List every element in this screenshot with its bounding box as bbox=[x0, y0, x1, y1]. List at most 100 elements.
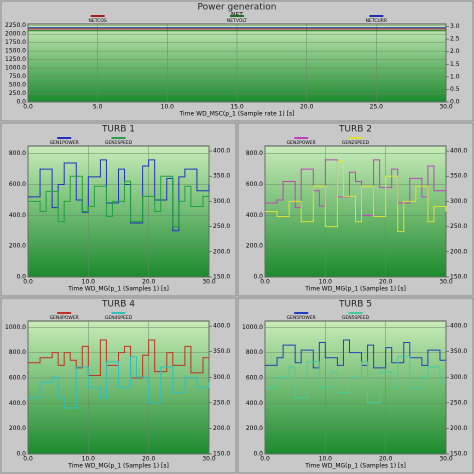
y2-tick-label: 150.0 bbox=[450, 451, 467, 458]
x-tick-label: 30.0 bbox=[439, 279, 453, 286]
x-tick-label: 0.0 bbox=[23, 456, 33, 463]
y2-tick-label: 350.0 bbox=[450, 173, 467, 180]
series-line bbox=[28, 356, 210, 409]
y-tick-label: 600.0 bbox=[246, 375, 263, 382]
y2-tick-label: 200.0 bbox=[450, 425, 467, 432]
y-tick-label: 200.0 bbox=[9, 425, 26, 432]
y-tick-label: 1000.0 bbox=[242, 324, 263, 331]
x-tick-label: 10.0 bbox=[82, 279, 96, 286]
x-tick-label: 0.0 bbox=[260, 456, 270, 463]
y-tick-label: 800.0 bbox=[246, 349, 263, 356]
y-tick-label: 0.0 bbox=[16, 451, 26, 458]
y-tick-label: 0.0 bbox=[16, 274, 26, 281]
y-tick-label: 1750.0 bbox=[5, 39, 26, 46]
x-axis-label: Time WD_MG(p_1 (Samples 1) [s] bbox=[67, 463, 169, 470]
legend-label: GEN1SPEED bbox=[105, 140, 133, 146]
y2-tick-label: 150.0 bbox=[213, 274, 230, 281]
x-tick-label: 5.0 bbox=[93, 104, 103, 111]
y-tick-label: 2250.0 bbox=[5, 22, 26, 29]
y-tick-label: 400.0 bbox=[9, 212, 26, 219]
y-tick-label: 0.0 bbox=[253, 451, 263, 458]
y-tick-label: 2000.0 bbox=[5, 31, 26, 38]
y2-tick-label: 250.0 bbox=[450, 223, 467, 230]
legend-label: GEN4POWER bbox=[50, 315, 79, 321]
x-tick-label: 20.0 bbox=[379, 456, 393, 463]
panel-title: TURB 4 bbox=[101, 300, 135, 310]
y2-tick-label: 400.0 bbox=[213, 148, 230, 155]
legend-label: GEN5POWER bbox=[287, 315, 316, 321]
x-tick-label: 30.0 bbox=[202, 456, 216, 463]
y2-tick-label: 200.0 bbox=[450, 248, 467, 255]
y-tick-label: 1500.0 bbox=[5, 48, 26, 55]
y-tick-label: 200.0 bbox=[246, 243, 263, 250]
x-tick-label: 30.0 bbox=[439, 104, 453, 111]
y2-tick-label: 2.5 bbox=[450, 36, 460, 43]
panel-title: Power generation bbox=[197, 3, 276, 13]
legend-label: NETVOLT bbox=[227, 18, 247, 24]
x-tick-label: 30.0 bbox=[439, 456, 453, 463]
x-tick-label: 10.0 bbox=[319, 279, 333, 286]
x-tick-label: 30.0 bbox=[202, 279, 216, 286]
x-tick-label: 25.0 bbox=[370, 104, 384, 111]
y-tick-label: 600.0 bbox=[9, 375, 26, 382]
y2-tick-label: 300.0 bbox=[450, 198, 467, 205]
y2-tick-label: 250.0 bbox=[213, 223, 230, 230]
y2-tick-label: 1.5 bbox=[450, 61, 460, 68]
panel-title: TURB 5 bbox=[338, 300, 372, 310]
x-tick-label: 20.0 bbox=[142, 279, 156, 286]
x-tick-label: 15.0 bbox=[230, 104, 244, 111]
legend-label: NETCOS bbox=[89, 18, 107, 24]
y2-tick-label: 350.0 bbox=[213, 173, 230, 180]
y2-tick-label: 3.0 bbox=[450, 23, 460, 30]
y-tick-label: 1000.0 bbox=[5, 324, 26, 331]
series-line bbox=[265, 339, 446, 369]
legend-label: GEN2SPEED bbox=[342, 140, 370, 146]
y-tick-label: 400.0 bbox=[246, 212, 263, 219]
x-tick-label: 20.0 bbox=[300, 104, 314, 111]
x-tick-label: 10.0 bbox=[319, 456, 333, 463]
y2-tick-label: 350.0 bbox=[450, 348, 467, 355]
legend-label: NETCURR bbox=[366, 18, 387, 24]
y-tick-label: 600.0 bbox=[9, 181, 26, 188]
y2-tick-label: 200.0 bbox=[213, 425, 230, 432]
y2-tick-label: 300.0 bbox=[213, 198, 230, 205]
series-line bbox=[28, 175, 209, 228]
y2-tick-label: 400.0 bbox=[213, 323, 230, 330]
y-tick-label: 400.0 bbox=[9, 400, 26, 407]
y2-tick-label: 150.0 bbox=[450, 274, 467, 281]
x-tick-label: 20.0 bbox=[379, 279, 393, 286]
panel-title: TURB 2 bbox=[338, 125, 372, 135]
y2-tick-label: 400.0 bbox=[450, 323, 467, 330]
y-tick-label: 800.0 bbox=[9, 349, 26, 356]
y2-tick-label: 400.0 bbox=[450, 148, 467, 155]
y2-tick-label: 300.0 bbox=[213, 374, 230, 381]
series-line bbox=[28, 339, 209, 379]
y2-tick-label: 250.0 bbox=[450, 399, 467, 406]
legend-label: GEN2POWER bbox=[287, 140, 316, 146]
x-axis-label: Time WD_MG(p_1 (Samples 1) [s] bbox=[304, 463, 406, 470]
y2-tick-label: 0.5 bbox=[450, 86, 460, 93]
y-tick-label: 0.0 bbox=[253, 274, 263, 281]
y2-tick-label: 2.0 bbox=[450, 48, 460, 55]
y2-tick-label: 1.0 bbox=[450, 73, 460, 80]
x-tick-label: 0.0 bbox=[260, 279, 270, 286]
x-axis-label: Time WD_MG(p_1 (Samples 1) [s] bbox=[304, 286, 406, 293]
y2-tick-label: 0.0 bbox=[450, 99, 460, 106]
y2-tick-label: 250.0 bbox=[213, 399, 230, 406]
x-tick-label: 20.0 bbox=[142, 456, 156, 463]
y2-tick-label: 300.0 bbox=[450, 374, 467, 381]
legend-label: GEN5SPEED bbox=[342, 315, 370, 321]
y-tick-label: 0.0 bbox=[16, 99, 26, 106]
legend-label: GEN4SPEED bbox=[105, 315, 133, 321]
y2-tick-label: 150.0 bbox=[213, 451, 230, 458]
x-tick-label: 10.0 bbox=[82, 456, 96, 463]
y-tick-label: 750.0 bbox=[9, 73, 26, 80]
y-tick-label: 200.0 bbox=[246, 425, 263, 432]
y-tick-label: 1000.0 bbox=[5, 65, 26, 72]
x-axis-label: Time WD_MG(p_1 (Samples 1) [s] bbox=[67, 286, 169, 293]
panel-title: TURB 1 bbox=[101, 125, 135, 135]
x-tick-label: 0.0 bbox=[23, 104, 33, 111]
series-line bbox=[265, 160, 447, 233]
